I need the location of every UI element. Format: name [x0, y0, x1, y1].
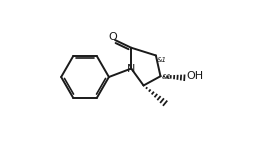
Text: N: N [126, 64, 135, 73]
Text: OH: OH [186, 71, 203, 81]
Text: &1: &1 [156, 57, 166, 63]
Text: O: O [109, 32, 117, 42]
Text: &1: &1 [162, 74, 172, 80]
